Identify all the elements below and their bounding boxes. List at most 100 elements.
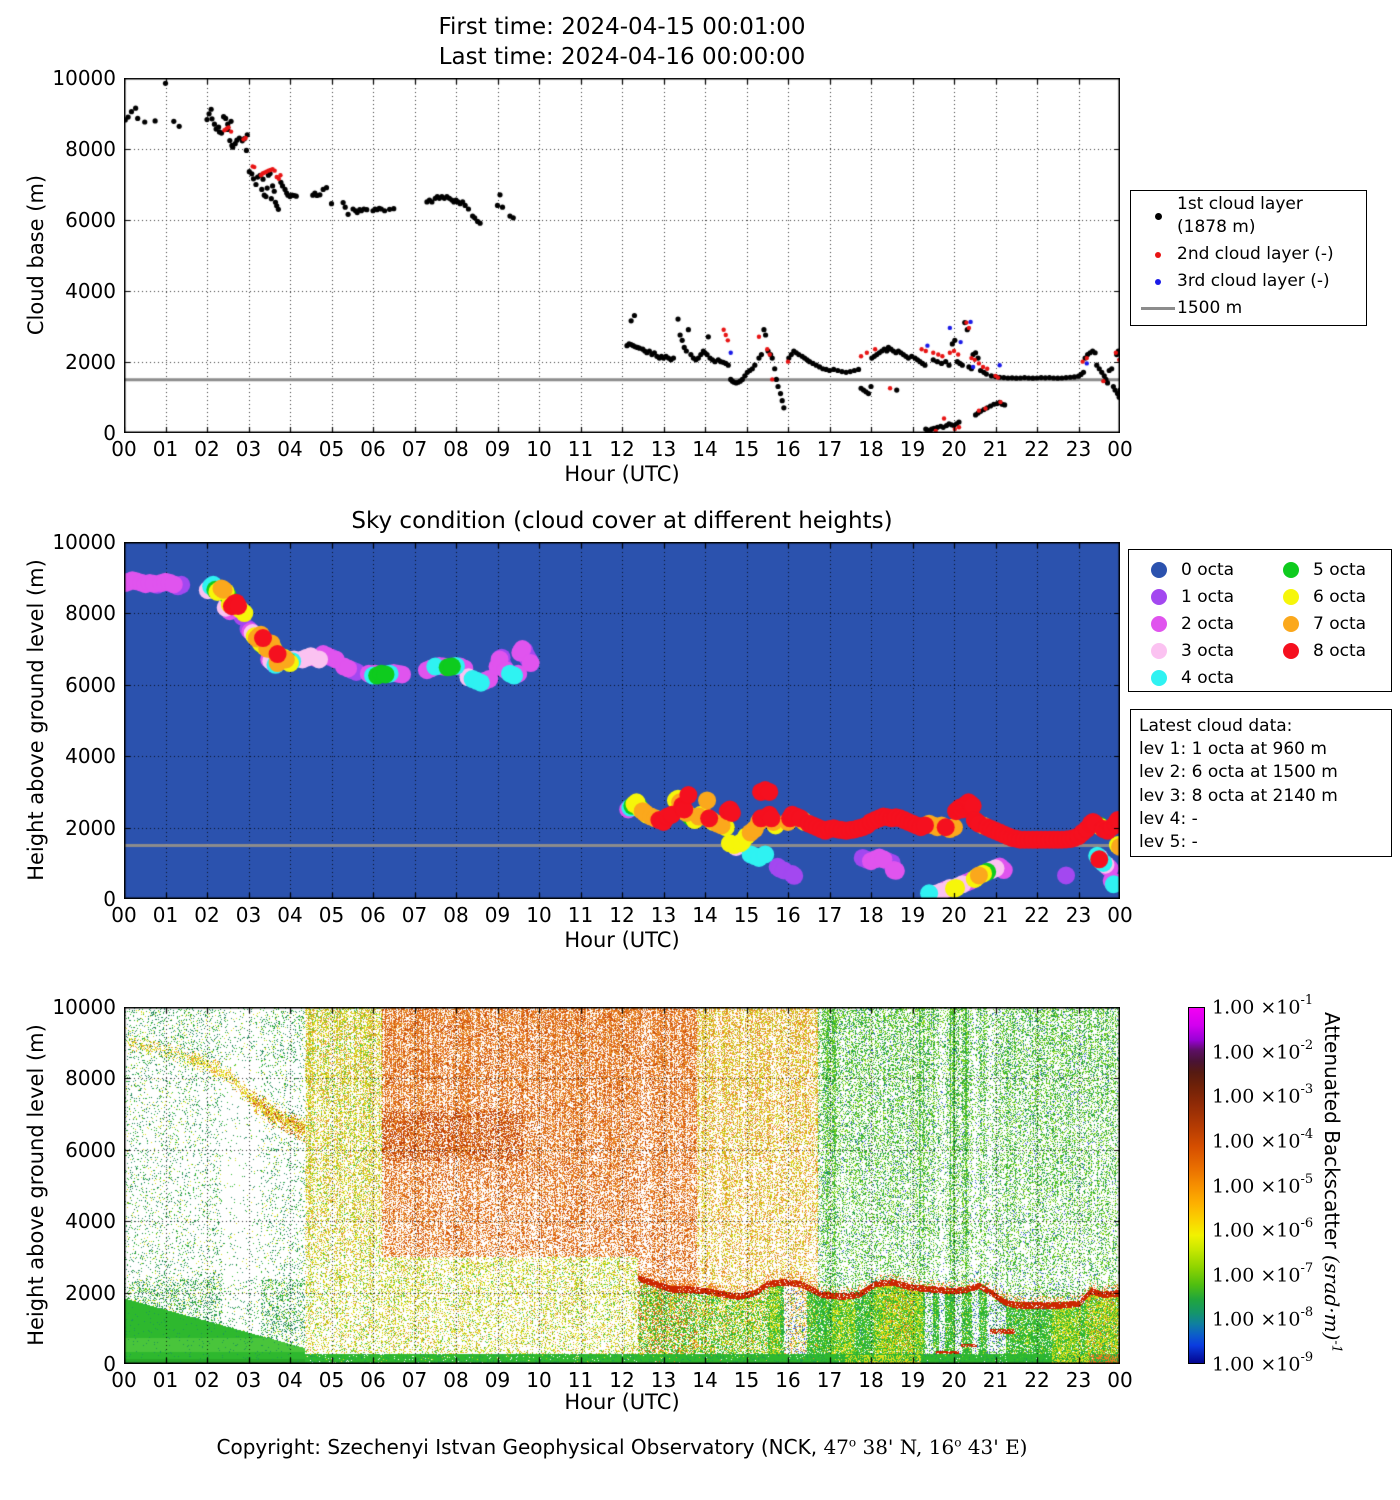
- degree-symbol: o: [848, 1435, 857, 1450]
- x-tick-label: 16: [775, 437, 801, 461]
- x-tick-label: 03: [235, 1368, 262, 1392]
- x-tick-label: 14: [692, 903, 718, 927]
- x-tick-label: 15: [733, 1368, 760, 1392]
- x-tick-label: 20: [941, 437, 967, 461]
- x-tick-label: 00: [111, 903, 137, 927]
- x-tick-label: 07: [401, 437, 428, 461]
- x-tick-label: 16: [775, 903, 801, 927]
- x-tick-label: 18: [858, 1368, 884, 1392]
- y-tick-label: 10000: [52, 530, 116, 554]
- backscatter-heatmap-canvas: [124, 1007, 1120, 1364]
- x-tick-label: 03: [235, 437, 262, 461]
- octa-legend-label: 2 octa: [1181, 613, 1235, 634]
- y-tick-label: 6000: [65, 1137, 116, 1162]
- octa-legend-item: 7 octa: [1261, 610, 1389, 637]
- x-tick-label: 17: [816, 437, 843, 461]
- panel3-x-axis-label: Hour (UTC): [564, 1390, 680, 1414]
- x-tick-label: 02: [194, 903, 220, 927]
- x-tick-label: 19: [899, 903, 926, 927]
- panel2-x-axis-label: Hour (UTC): [564, 928, 680, 952]
- x-tick-label: 19: [899, 1368, 926, 1392]
- x-tick-label: 06: [360, 437, 386, 461]
- last-time-title: Last time: 2024-04-16 00:00:00: [438, 44, 806, 70]
- colorbar-title-units: (srad·m)-1: [1320, 1255, 1344, 1353]
- colorbar-tick-label: 1.00 ×10-8: [1212, 1305, 1314, 1331]
- x-tick-label: 22: [1024, 1368, 1050, 1392]
- cloud-layer-legend: 1st cloud layer (1878 m) 2nd cloud layer (…: [1130, 190, 1367, 326]
- latest-cloud-data-box: Latest cloud data: lev 1: 1 octa at 960 m…: [1130, 709, 1392, 857]
- x-tick-label: 05: [318, 903, 345, 927]
- x-tick-label: 17: [816, 903, 843, 927]
- x-tick-label: 05: [318, 437, 345, 461]
- octa-legend-item: 3 octa: [1129, 637, 1261, 664]
- y-tick-label: 4000: [65, 279, 116, 303]
- octa-color-dot-icon: [1283, 588, 1299, 605]
- y-tick-label: 2000: [65, 350, 116, 374]
- x-tick-label: 15: [733, 903, 760, 927]
- y-tick-label: 6000: [65, 672, 116, 697]
- panel1-y-axis-label: Cloud base (m): [24, 174, 48, 336]
- x-tick-label: 04: [277, 437, 303, 461]
- octa-color-dot-icon: [1283, 561, 1299, 578]
- x-tick-label: 01: [152, 437, 179, 461]
- legend-item: 1500 m: [1131, 295, 1366, 322]
- x-tick-label: 22: [1024, 903, 1050, 927]
- latest-cloud-data-line: lev 4: -: [1139, 808, 1198, 829]
- y-tick-label: 0: [103, 887, 116, 911]
- sky-condition-plot-canvas: [124, 542, 1120, 899]
- x-tick-label: 08: [443, 1368, 469, 1392]
- x-tick-label: 14: [692, 437, 718, 461]
- x-tick-label: 23: [1065, 437, 1092, 461]
- x-tick-label: 15: [733, 437, 760, 461]
- cloud-layer-dot-icon: [1139, 212, 1177, 220]
- x-tick-label: 12: [609, 1368, 635, 1392]
- x-tick-label: 06: [360, 903, 386, 927]
- x-tick-label: 11: [567, 437, 594, 461]
- colorbar-tick-label: 1.00 ×10-9: [1212, 1350, 1314, 1376]
- octa-legend-item: 6 octa: [1261, 583, 1389, 610]
- colorbar-units-text: (srad·m): [1320, 1254, 1344, 1341]
- x-tick-label: 00: [1107, 903, 1133, 927]
- colorbar-tick-label: 1.00 ×10-5: [1212, 1171, 1314, 1197]
- octa-legend: 0 octa 1 octa 2 octa 3 octa 4 octa 5 octa 6 oc…: [1128, 549, 1392, 692]
- legend-item: 2nd cloud layer (-): [1131, 241, 1366, 268]
- y-tick-label: 8000: [65, 1066, 116, 1091]
- x-tick-label: 07: [401, 1368, 428, 1392]
- latitude-minutes: 38' N,: [856, 1435, 929, 1459]
- octa-color-dot-icon: [1151, 642, 1167, 659]
- x-tick-label: 20: [941, 903, 967, 927]
- colorbar-tick-label: 1.00 ×10-4: [1212, 1126, 1314, 1153]
- y-tick-label: 10000: [52, 66, 116, 90]
- x-tick-label: 08: [443, 903, 469, 927]
- x-tick-label: 04: [277, 1368, 303, 1392]
- x-tick-label: 09: [484, 903, 511, 927]
- x-tick-label: 00: [111, 1368, 137, 1392]
- octa-legend-item: 8 octa: [1261, 637, 1389, 664]
- octa-legend-item: 2 octa: [1129, 610, 1261, 637]
- x-tick-label: 10: [526, 1368, 552, 1392]
- octa-color-dot-icon: [1151, 561, 1167, 578]
- octa-legend-label: 0 octa: [1181, 559, 1235, 580]
- x-tick-label: 13: [650, 1368, 677, 1392]
- legend-item: 1st cloud layer (1878 m): [1131, 191, 1366, 241]
- octa-legend-label: 1 octa: [1181, 586, 1235, 607]
- colorbar-tick-label: 1.00 ×10-1: [1212, 993, 1314, 1019]
- x-tick-label: 13: [650, 437, 677, 461]
- longitude-degrees: 16: [928, 1435, 955, 1459]
- y-tick-label: 6000: [65, 208, 116, 232]
- colorbar-tick-label: 1.00 ×10-2: [1212, 1037, 1314, 1063]
- octa-legend-label: 7 octa: [1313, 613, 1367, 634]
- octa-color-dot-icon: [1151, 669, 1167, 686]
- x-tick-label: 16: [775, 1368, 801, 1392]
- octa-legend-label: 8 octa: [1313, 640, 1367, 661]
- x-tick-label: 10: [526, 903, 552, 927]
- x-tick-label: 22: [1024, 437, 1050, 461]
- x-tick-label: 01: [152, 903, 179, 927]
- sky-condition-title: Sky condition (cloud cover at different …: [351, 508, 893, 534]
- octa-legend-item: 5 octa: [1261, 556, 1389, 583]
- x-tick-label: 13: [650, 903, 677, 927]
- latest-cloud-data-line: lev 3: 8 octa at 2140 m: [1139, 785, 1338, 806]
- x-tick-label: 03: [235, 903, 262, 927]
- x-tick-label: 23: [1065, 903, 1092, 927]
- octa-color-dot-icon: [1283, 615, 1299, 632]
